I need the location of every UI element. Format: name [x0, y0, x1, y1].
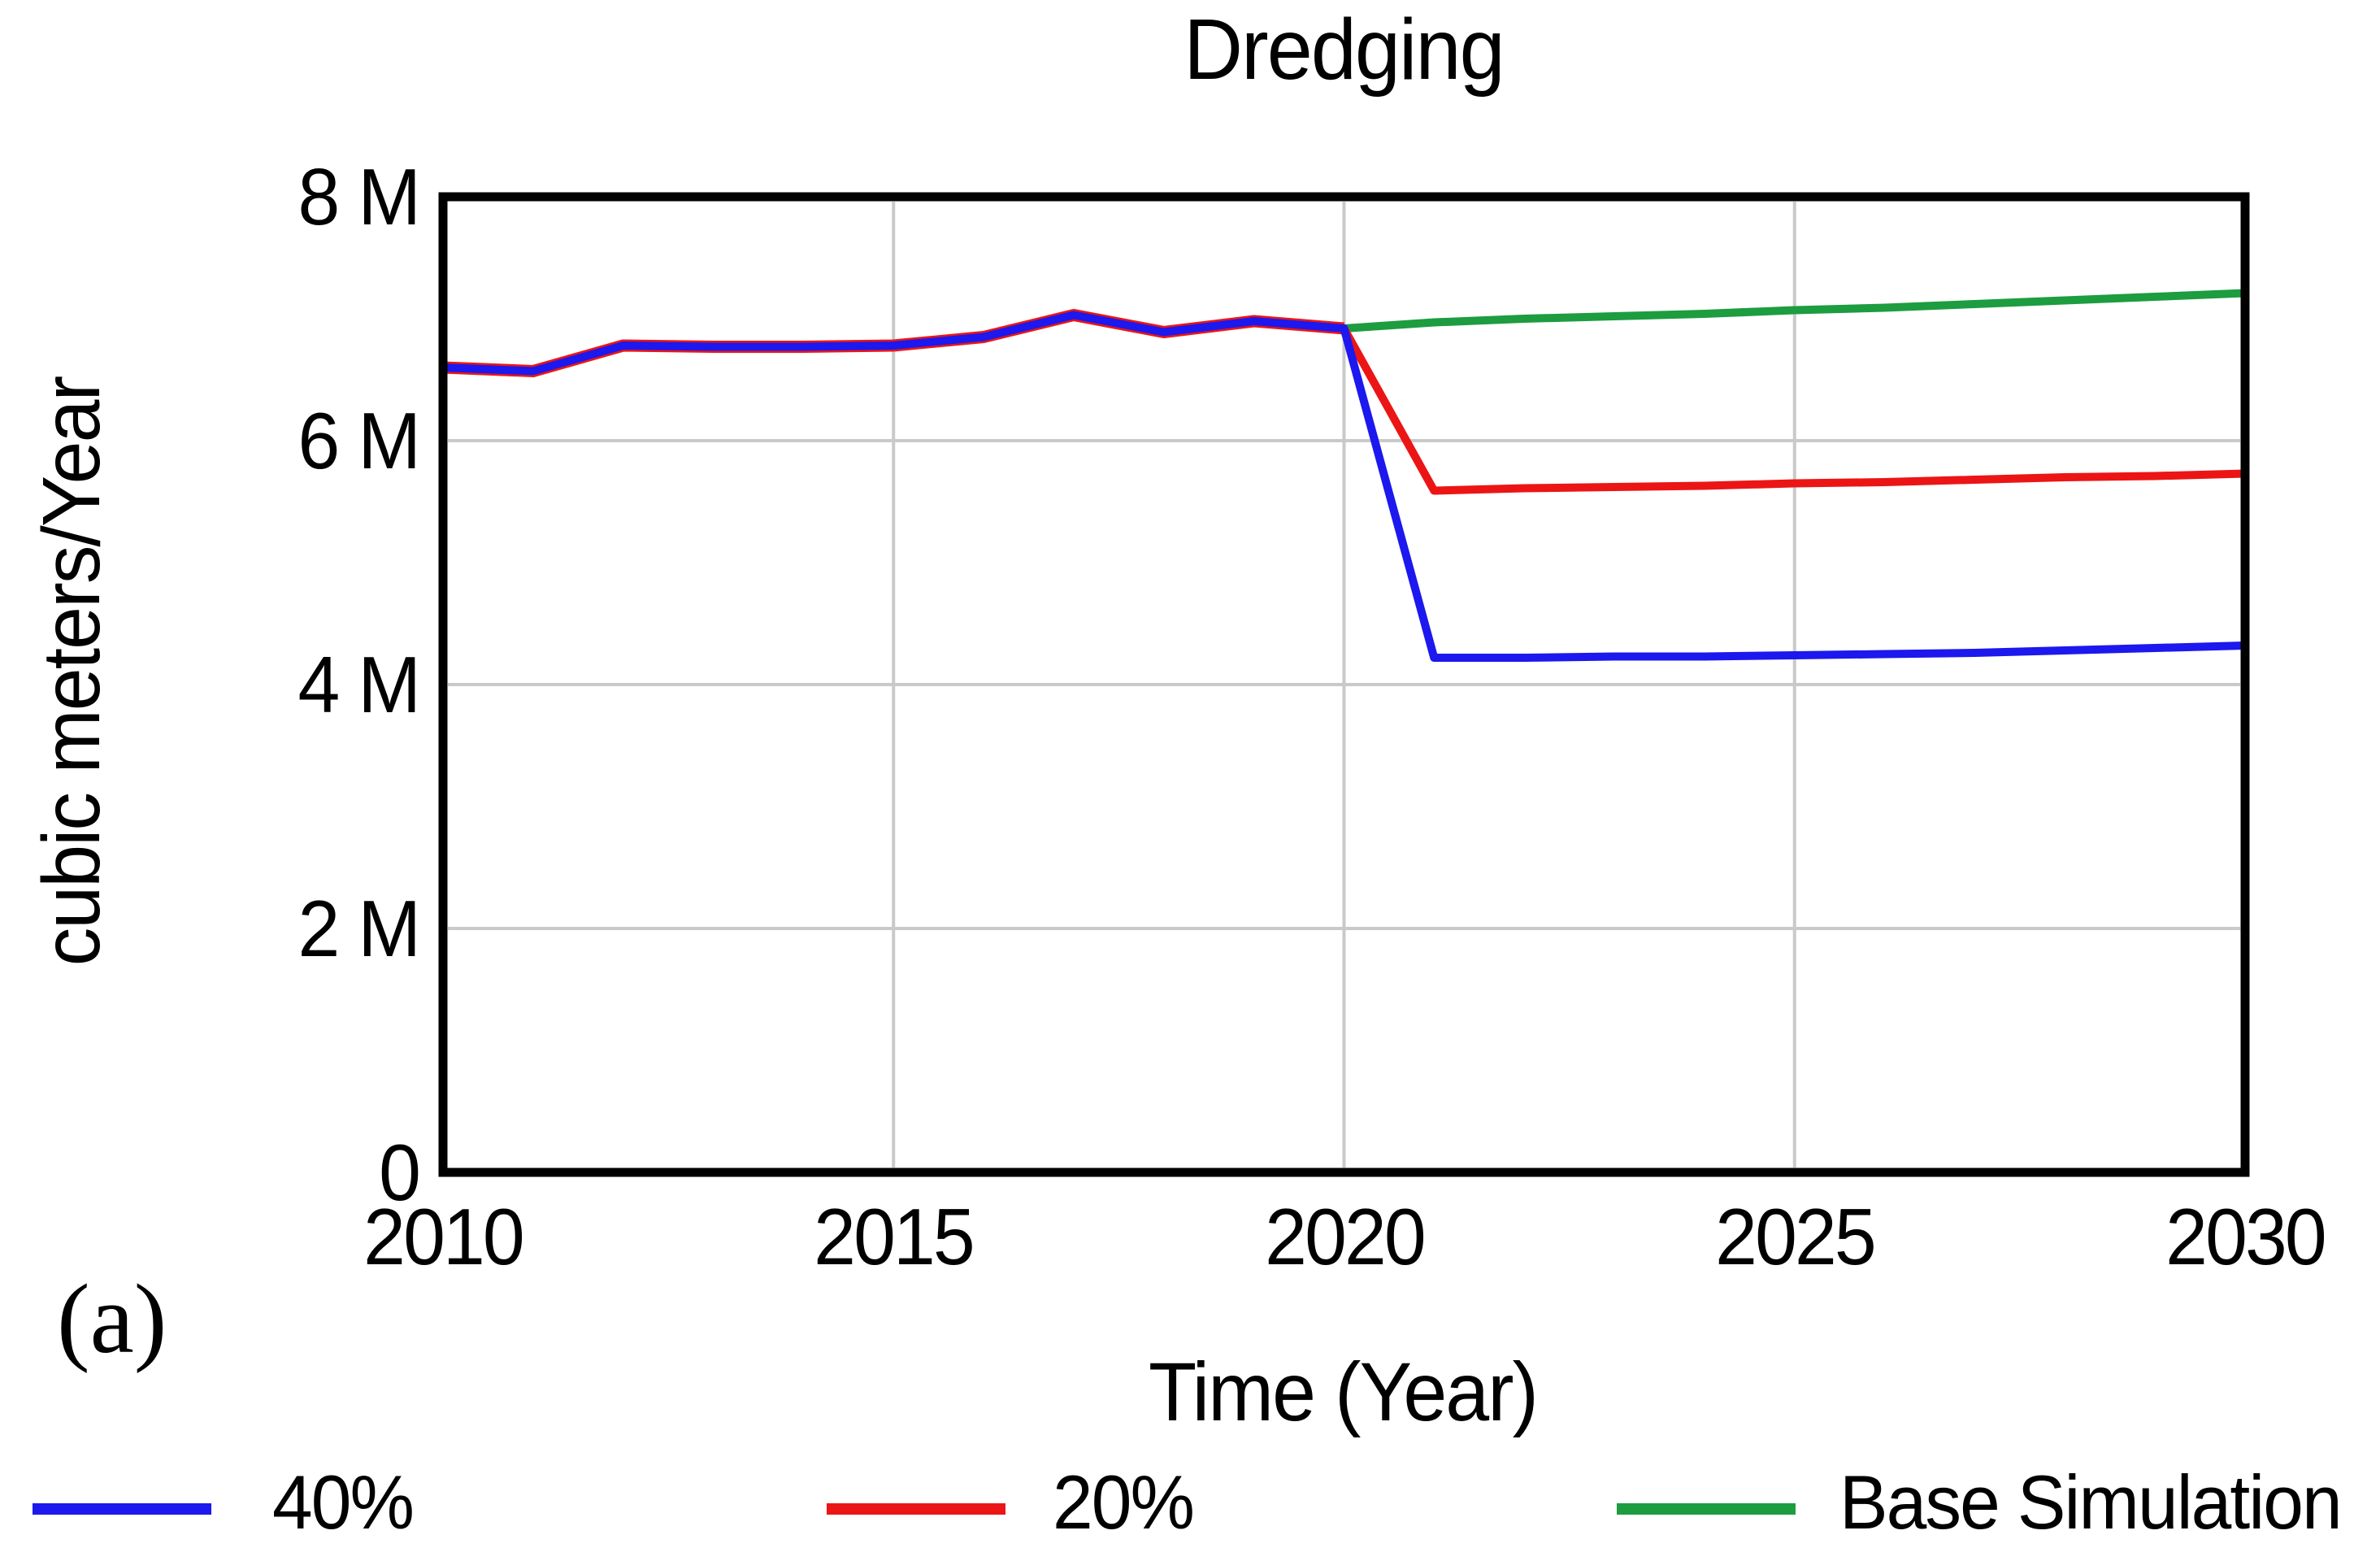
data-series [442, 289, 2246, 662]
x-tick-label: 2010 [363, 1192, 525, 1281]
y-tick-label: 4 M [298, 640, 420, 729]
legend-line-sample [827, 1503, 1005, 1515]
legend-line-sample [33, 1503, 211, 1515]
y-tick-label: 2 M [298, 884, 420, 973]
y-tick-label: 0 [379, 1128, 421, 1217]
x-tick-label: 2025 [1714, 1192, 1877, 1281]
x-axis-title: Time (Year) [1148, 1346, 1539, 1438]
gridlines [448, 202, 2240, 1167]
legend-line-sample [1617, 1503, 1796, 1515]
x-tick-label: 2015 [814, 1192, 975, 1281]
legend-label: 40% [272, 1459, 415, 1545]
chart-title: Dredging [1183, 2, 1505, 98]
legend-label: Base Simulation [1839, 1459, 2343, 1545]
plot-frame [438, 192, 2250, 1177]
legend-label: 20% [1053, 1459, 1195, 1545]
x-tick-label: 2030 [2165, 1192, 2327, 1281]
y-tick-label: 6 M [298, 396, 420, 485]
y-tick-label: 8 M [298, 152, 420, 241]
line-40pct [442, 311, 2246, 662]
panel-label: (a) [57, 1264, 167, 1374]
x-tick-label: 2020 [1264, 1192, 1427, 1281]
